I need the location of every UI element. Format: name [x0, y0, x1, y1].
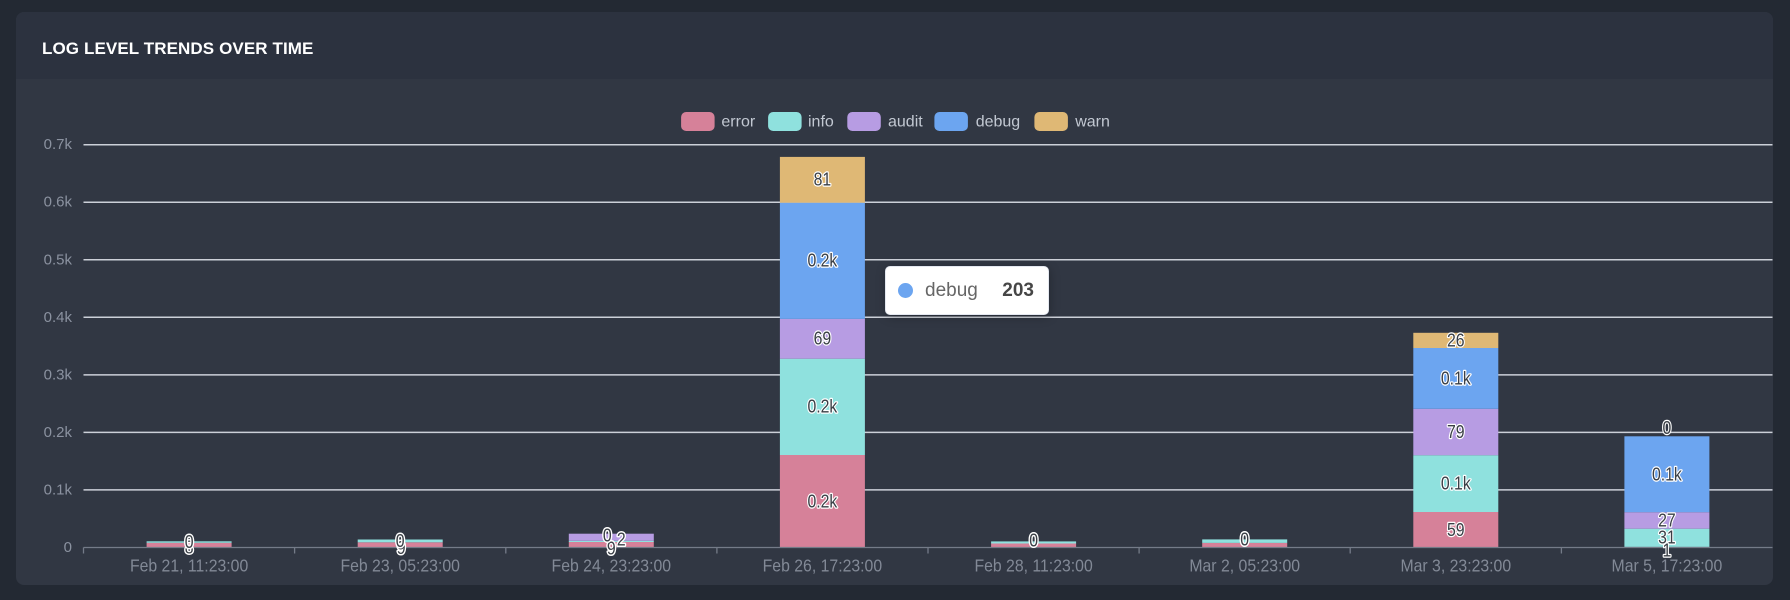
- svg-text:Feb 24, 23:23:00: Feb 24, 23:23:00: [552, 556, 672, 576]
- svg-text:0.3k: 0.3k: [44, 366, 73, 383]
- svg-text:info: info: [808, 114, 834, 131]
- svg-text:0.7k: 0.7k: [44, 136, 73, 153]
- svg-text:Feb 21, 11:23:00: Feb 21, 11:23:00: [130, 556, 249, 576]
- svg-text:9: 9: [607, 539, 616, 559]
- svg-text:0.2k: 0.2k: [44, 424, 73, 441]
- svg-text:8: 8: [185, 538, 194, 558]
- svg-text:26: 26: [1447, 331, 1465, 351]
- svg-text:error: error: [721, 114, 755, 131]
- svg-text:Mar 2, 05:23:00: Mar 2, 05:23:00: [1189, 556, 1300, 576]
- svg-text:0.2k: 0.2k: [807, 397, 838, 417]
- svg-text:27: 27: [1658, 511, 1676, 531]
- svg-text:Feb 23, 05:23:00: Feb 23, 05:23:00: [340, 556, 460, 576]
- svg-text:0: 0: [603, 526, 612, 546]
- svg-text:0.1k: 0.1k: [1441, 369, 1472, 389]
- svg-text:warn: warn: [1074, 114, 1110, 131]
- svg-text:0: 0: [64, 539, 72, 556]
- svg-text:79: 79: [1447, 422, 1465, 442]
- svg-text:59: 59: [1447, 520, 1465, 540]
- svg-text:2: 2: [617, 530, 626, 550]
- svg-text:0: 0: [185, 532, 194, 552]
- svg-text:0.1k: 0.1k: [1441, 474, 1472, 494]
- svg-text:9: 9: [397, 538, 406, 558]
- svg-text:0.2k: 0.2k: [807, 492, 838, 512]
- svg-text:0: 0: [1663, 418, 1672, 438]
- svg-text:audit: audit: [888, 114, 923, 131]
- svg-text:0: 0: [1240, 530, 1249, 550]
- svg-text:0.1k: 0.1k: [1652, 465, 1683, 485]
- svg-text:1: 1: [1663, 541, 1672, 561]
- svg-text:Feb 26, 17:23:00: Feb 26, 17:23:00: [763, 556, 883, 576]
- svg-text:69: 69: [814, 329, 832, 349]
- svg-text:0.6k: 0.6k: [44, 194, 73, 211]
- svg-text:debug: debug: [976, 114, 1021, 131]
- svg-text:0.2k: 0.2k: [807, 251, 838, 271]
- svg-text:0.4k: 0.4k: [44, 309, 73, 326]
- svg-text:31: 31: [1658, 528, 1676, 548]
- svg-text:81: 81: [814, 170, 832, 190]
- svg-text:Mar 5, 17:23:00: Mar 5, 17:23:00: [1612, 556, 1723, 576]
- svg-text:0.5k: 0.5k: [44, 251, 73, 268]
- svg-text:0: 0: [1029, 531, 1038, 551]
- svg-text:0.1k: 0.1k: [44, 481, 73, 498]
- svg-text:Feb 28, 11:23:00: Feb 28, 11:23:00: [974, 556, 1093, 576]
- svg-text:Mar 3, 23:23:00: Mar 3, 23:23:00: [1400, 556, 1511, 576]
- svg-text:0: 0: [396, 531, 405, 551]
